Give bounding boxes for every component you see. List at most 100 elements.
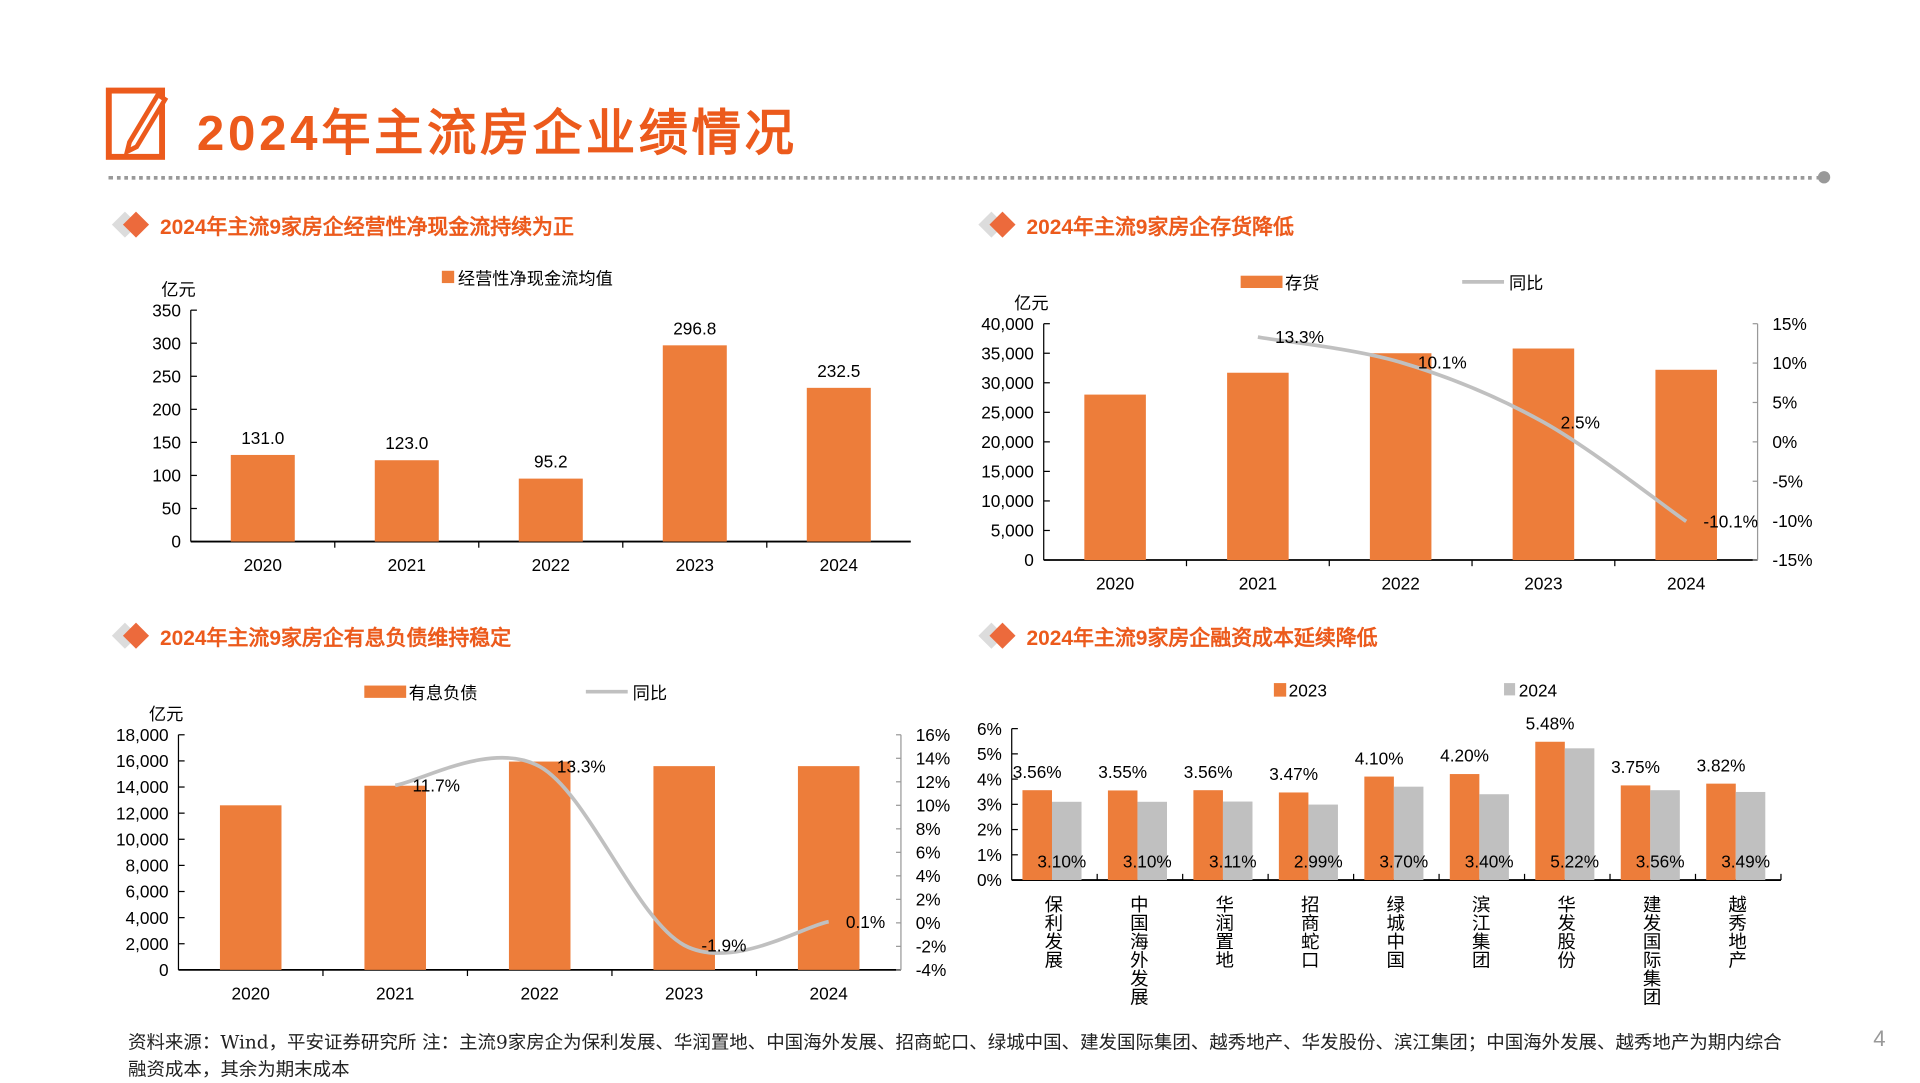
y2-tick-label: 6%	[916, 842, 941, 862]
legend-swatch	[364, 685, 407, 698]
y2-tick-label: 0%	[1772, 432, 1797, 452]
bar	[806, 387, 871, 542]
data-label-2023: 3.56%	[1184, 762, 1233, 782]
x-category-label: 招商蛇口	[1298, 894, 1320, 969]
x-category-label: 华发股份	[1554, 894, 1576, 969]
legend-label: 同比	[633, 683, 667, 703]
y-tick-label: 20,000	[981, 432, 1034, 452]
line-data-label: -1.9%	[701, 935, 746, 955]
y2-tick-label: 0%	[916, 913, 941, 933]
x-category-label: 越秀地产	[1725, 894, 1747, 969]
y-tick-label: 35,000	[981, 343, 1034, 363]
y-tick-label: 40,000	[981, 314, 1034, 334]
y2-tick-label: -5%	[1772, 471, 1803, 491]
bar	[1369, 353, 1432, 561]
bar-2023	[1535, 741, 1565, 881]
legend-swatch-2024	[1504, 683, 1516, 696]
data-label-2023: 4.20%	[1440, 746, 1489, 766]
bar-2024	[1222, 801, 1253, 881]
y-tick-label: 16,000	[116, 751, 169, 771]
data-label-2023: 3.55%	[1098, 762, 1147, 782]
bar	[662, 345, 727, 542]
data-label-2024: 3.40%	[1465, 852, 1514, 872]
y-tick-label: 0	[159, 960, 169, 980]
legend-label: 有息负债	[409, 683, 478, 703]
x-tick-label: 2021	[376, 983, 414, 1003]
y-tick-label: 10,000	[116, 829, 169, 849]
bar-2023	[1278, 792, 1309, 881]
line-data-label: 2.5%	[1561, 412, 1600, 432]
y-axis-unit: 亿元	[149, 704, 183, 724]
legend-swatch	[441, 270, 455, 284]
data-label: 131.0	[241, 428, 284, 448]
data-label: 232.5	[817, 361, 860, 381]
y-tick-label: 15,000	[981, 462, 1034, 482]
y2-tick-label: -4%	[916, 960, 947, 980]
line-data-label: 13.3%	[557, 757, 606, 777]
data-label-2023: 3.82%	[1697, 755, 1746, 775]
bar-2023	[1364, 776, 1394, 881]
x-tick-label: 2020	[1096, 574, 1134, 594]
bar	[219, 805, 282, 970]
section-title-financing-cost: 2024年主流9家房企融资成本延续降低	[978, 620, 1378, 651]
y2-tick-label: -10%	[1772, 511, 1812, 531]
x-tick-label: 2022	[1381, 574, 1419, 594]
bar-2023	[1620, 785, 1651, 881]
y-tick-label: 50	[162, 499, 181, 519]
y-tick-label: 350	[152, 300, 181, 320]
y2-tick-label: -2%	[916, 937, 947, 957]
x-tick-label: 2024	[810, 983, 849, 1003]
y2-tick-label: 14%	[916, 748, 950, 768]
bar-2024	[1735, 791, 1766, 881]
data-label-2024: 3.11%	[1209, 852, 1257, 872]
data-label-2024: 3.49%	[1721, 852, 1770, 872]
bar-2024	[1051, 801, 1082, 881]
section-title-debt: 2024年主流9家房企有息负债维持稳定	[111, 620, 511, 651]
y2-tick-label: 2%	[916, 889, 941, 909]
divider-dot	[1817, 171, 1831, 184]
legend-swatch	[1240, 275, 1283, 289]
y-tick-label: 2%	[977, 820, 1002, 840]
y-tick-label: 0%	[977, 870, 1002, 890]
bar	[797, 766, 860, 970]
x-category-label: 华润置地	[1213, 894, 1235, 969]
y-tick-label: 5,000	[991, 521, 1034, 541]
y2-tick-label: 10%	[1772, 353, 1806, 373]
x-category-label: 绿城中国	[1384, 894, 1405, 969]
y-tick-label: 10,000	[981, 491, 1034, 511]
data-label-2024: 3.10%	[1037, 852, 1086, 872]
data-label-2024: 3.10%	[1123, 852, 1172, 872]
y-tick-label: 6,000	[126, 882, 169, 902]
y-axis-unit: 亿元	[1014, 293, 1048, 313]
y-tick-label: 25,000	[981, 402, 1034, 422]
y2-tick-label: 16%	[916, 725, 950, 745]
bar	[364, 785, 426, 970]
y-tick-label: 4%	[977, 769, 1002, 789]
y-tick-label: 4,000	[126, 908, 169, 928]
data-label-2023: 3.56%	[1013, 762, 1062, 782]
x-tick-label: 2021	[1239, 574, 1277, 594]
data-label-2023: 5.48%	[1526, 713, 1575, 733]
y2-tick-label: 5%	[1772, 393, 1797, 413]
y-tick-label: 6%	[977, 719, 1002, 739]
bar	[1227, 372, 1289, 561]
line-data-label: 0.1%	[846, 912, 885, 932]
legend-label: 2023	[1289, 681, 1327, 701]
line-data-label: -10.1%	[1703, 512, 1758, 532]
y-tick-label: 12,000	[116, 803, 169, 823]
legend-swatch-2023	[1273, 683, 1287, 697]
bar-2023	[1107, 790, 1138, 881]
bar-2023	[1449, 774, 1480, 881]
y-tick-label: 150	[152, 433, 181, 453]
y2-tick-label: 8%	[916, 819, 941, 839]
bar-2023	[1706, 783, 1736, 881]
yoy-line	[1257, 335, 1688, 523]
y-tick-label: 200	[152, 399, 181, 419]
data-label-2023: 3.75%	[1611, 757, 1660, 777]
footnote: 资料来源：Wind，平安证券研究所 注：主流9家房企为保利发展、华润置地、中国海…	[128, 1031, 1782, 1081]
x-tick-label: 2020	[244, 555, 282, 575]
legend-label: 存货	[1285, 273, 1319, 293]
x-tick-label: 2024	[1667, 574, 1706, 594]
